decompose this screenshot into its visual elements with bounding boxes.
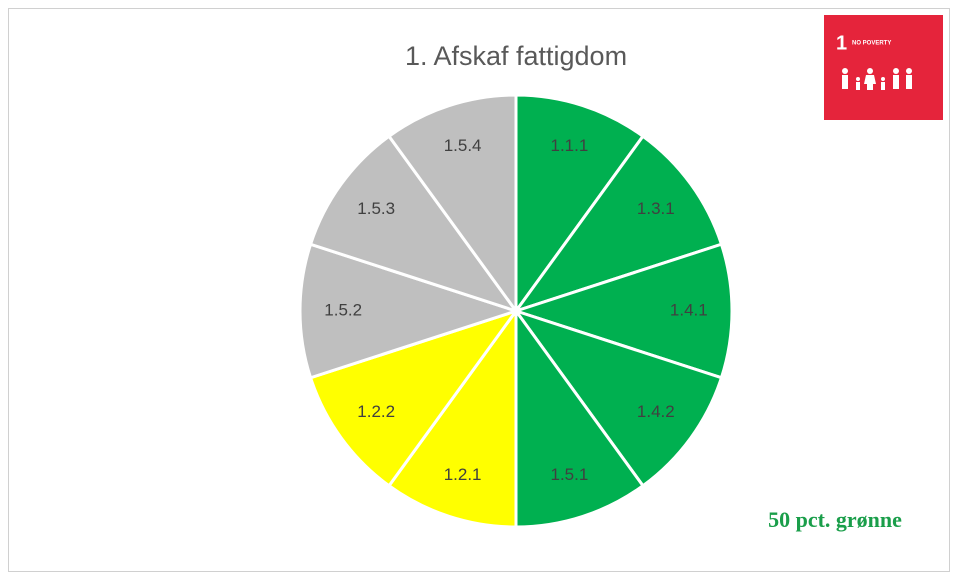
pie-slice — [514, 93, 646, 316]
slice-label: 1.2.2 — [357, 402, 395, 421]
slice-label: 1.5.2 — [324, 300, 362, 319]
annotation: 50 pct. grønne — [768, 507, 902, 532]
pie-slice — [512, 308, 724, 488]
pie-slice — [512, 134, 724, 314]
slice-label: 1.3.1 — [637, 199, 675, 218]
pie-slice — [386, 306, 518, 529]
pie-slice — [308, 308, 520, 488]
slice-label: 1.5.1 — [550, 465, 588, 484]
pie-slice — [308, 134, 520, 314]
logo-icons — [842, 68, 912, 90]
logo: 1 NO POVERTY — [824, 15, 943, 120]
slice-label: 1.1.1 — [550, 136, 588, 155]
logo-number: 1 — [836, 32, 847, 54]
slice-label: 1.5.4 — [444, 136, 482, 155]
logo-text: NO POVERTY — [852, 41, 891, 47]
slice-label: 1.4.1 — [670, 300, 708, 319]
slice-label: 1.4.2 — [637, 402, 675, 421]
slice-label: 1.5.3 — [357, 199, 395, 218]
pie-slice — [514, 306, 646, 529]
pie-slice — [298, 242, 521, 380]
pie-slice — [386, 93, 518, 316]
slice-label: 1.2.1 — [444, 465, 482, 484]
chart-title: 1. Afskaf fattigdom — [405, 41, 627, 71]
pie-slice — [511, 242, 734, 380]
logo-background — [824, 15, 943, 120]
